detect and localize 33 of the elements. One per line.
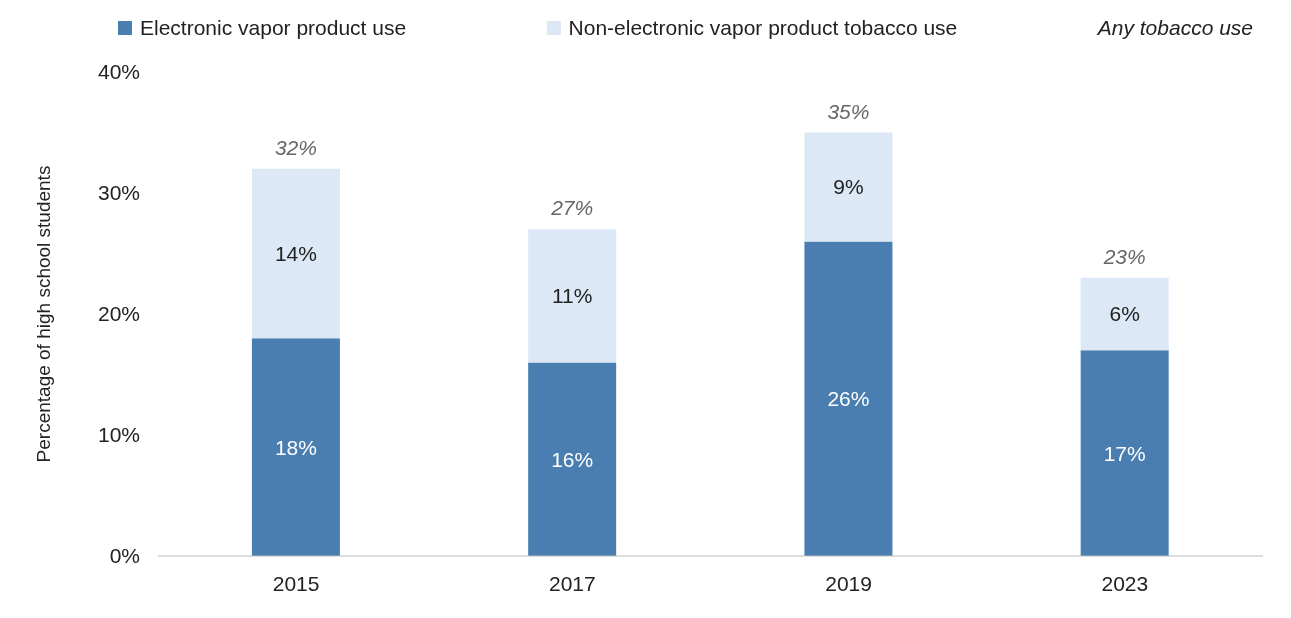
bar	[251, 168, 340, 339]
bar	[1080, 350, 1169, 556]
total-label: 32%	[274, 135, 317, 159]
data-label: 6%	[1109, 302, 1140, 326]
legend-label: Non-electronic vapor product tobacco use	[568, 16, 958, 40]
total-label: 23%	[1102, 244, 1146, 268]
data-label: 9%	[833, 175, 864, 199]
bar	[1080, 277, 1169, 351]
y-tick-label: 40%	[97, 60, 140, 84]
bar	[804, 132, 893, 242]
y-tick-label: 20%	[97, 302, 140, 326]
data-label: 14%	[274, 241, 317, 265]
x-tick-label: 2017	[549, 571, 596, 595]
y-axis-title: Percentage of high school students	[32, 165, 54, 463]
bar	[804, 241, 893, 556]
x-tick-label: 2015	[272, 571, 320, 595]
bar	[251, 338, 340, 556]
data-label: 18%	[274, 435, 317, 459]
total-label: 27%	[550, 196, 594, 220]
bar	[528, 362, 617, 556]
data-label: 17%	[1103, 441, 1146, 465]
y-tick-label: 10%	[97, 423, 140, 447]
legend-label: Electronic vapor product use	[140, 16, 407, 40]
text: Any tobacco use	[1097, 16, 1253, 40]
data-label: 11%	[551, 284, 593, 308]
total-label: 35%	[827, 99, 870, 123]
x-tick-label: 2019	[825, 571, 872, 595]
y-tick-label: 30%	[97, 181, 140, 205]
data-label: 16%	[551, 447, 594, 471]
y-tick-label: 0%	[109, 544, 140, 568]
data-label: 26%	[827, 387, 870, 411]
x-tick-label: 2023	[1101, 571, 1149, 595]
bar	[528, 229, 617, 363]
